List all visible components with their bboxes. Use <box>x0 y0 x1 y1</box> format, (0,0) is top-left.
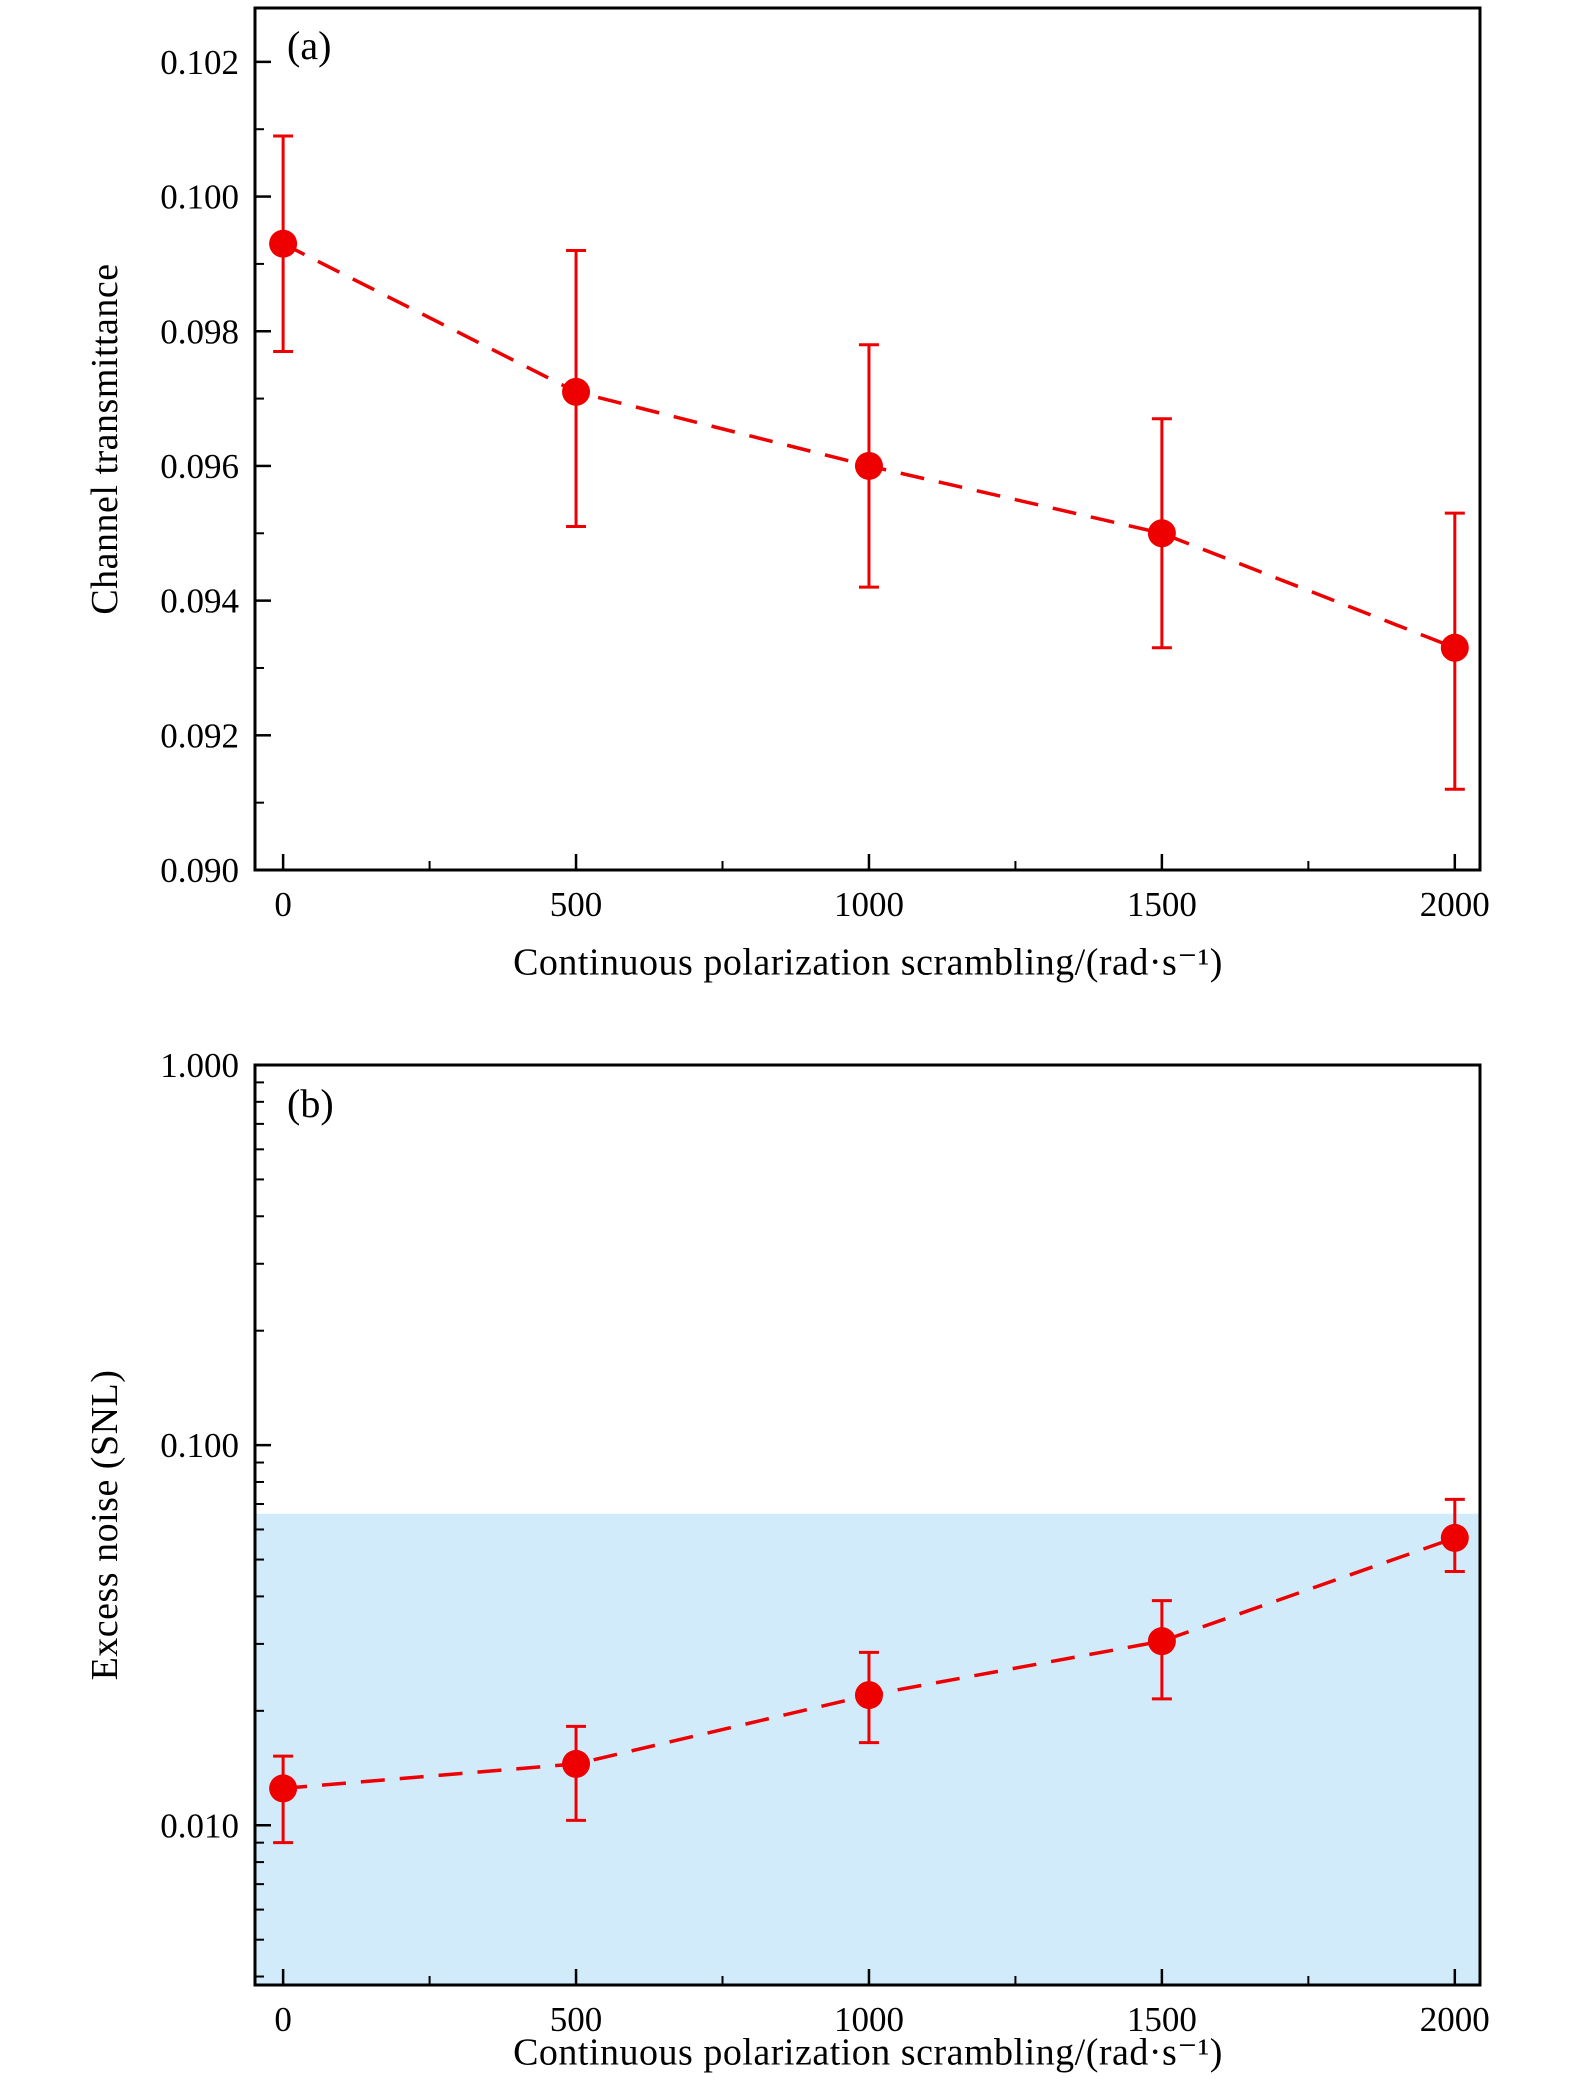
svg-text:1000: 1000 <box>834 885 904 924</box>
panel-a-letter: (a) <box>287 23 332 68</box>
svg-text:1.000: 1.000 <box>160 1046 239 1085</box>
svg-text:0.100: 0.100 <box>160 1426 239 1465</box>
svg-text:0.100: 0.100 <box>160 178 239 217</box>
svg-text:0.096: 0.096 <box>160 447 239 486</box>
panel-a: 0 500 1000 1500 2000 0.090 0.092 0.094 0.096 0.09… <box>0 0 1575 1020</box>
svg-text:2000: 2000 <box>1420 2000 1490 2039</box>
panel-a-plot: 0 500 1000 1500 2000 0.090 0.092 0.094 0.096 0.09… <box>160 6 1490 924</box>
panel-b-plot: 0 500 1000 1500 2000 1.000 0.100 0.010 <box>160 1046 1490 2039</box>
panel-b: 0 500 1000 1500 2000 1.000 0.100 0.010 (b) Exce… <box>0 1020 1575 2096</box>
panel-a-x-axis-title: Continuous polarization scrambling/(rad·… <box>513 941 1223 984</box>
panel-b-x-axis-title: Continuous polarization scrambling/(rad·… <box>513 2031 1223 2074</box>
svg-text:1500: 1500 <box>1127 2000 1197 2039</box>
panel-b-y-axis-title: Excess noise (SNL) <box>84 1369 126 1681</box>
svg-text:0: 0 <box>274 2000 292 2039</box>
svg-text:0.098: 0.098 <box>160 312 239 351</box>
svg-text:0.094: 0.094 <box>160 582 239 621</box>
svg-text:0.090: 0.090 <box>160 851 239 890</box>
panel-b-letter: (b) <box>287 1081 334 1126</box>
svg-text:1000: 1000 <box>834 2000 904 2039</box>
panel-a-y-axis-title: Channel transmittance <box>84 263 126 615</box>
svg-text:2000: 2000 <box>1420 885 1490 924</box>
svg-text:1500: 1500 <box>1127 885 1197 924</box>
svg-text:0: 0 <box>274 885 292 924</box>
svg-text:500: 500 <box>550 885 603 924</box>
svg-text:0.092: 0.092 <box>160 716 239 755</box>
svg-text:0.102: 0.102 <box>160 43 239 82</box>
svg-text:500: 500 <box>550 2000 603 2039</box>
svg-text:0.010: 0.010 <box>160 1806 239 1845</box>
